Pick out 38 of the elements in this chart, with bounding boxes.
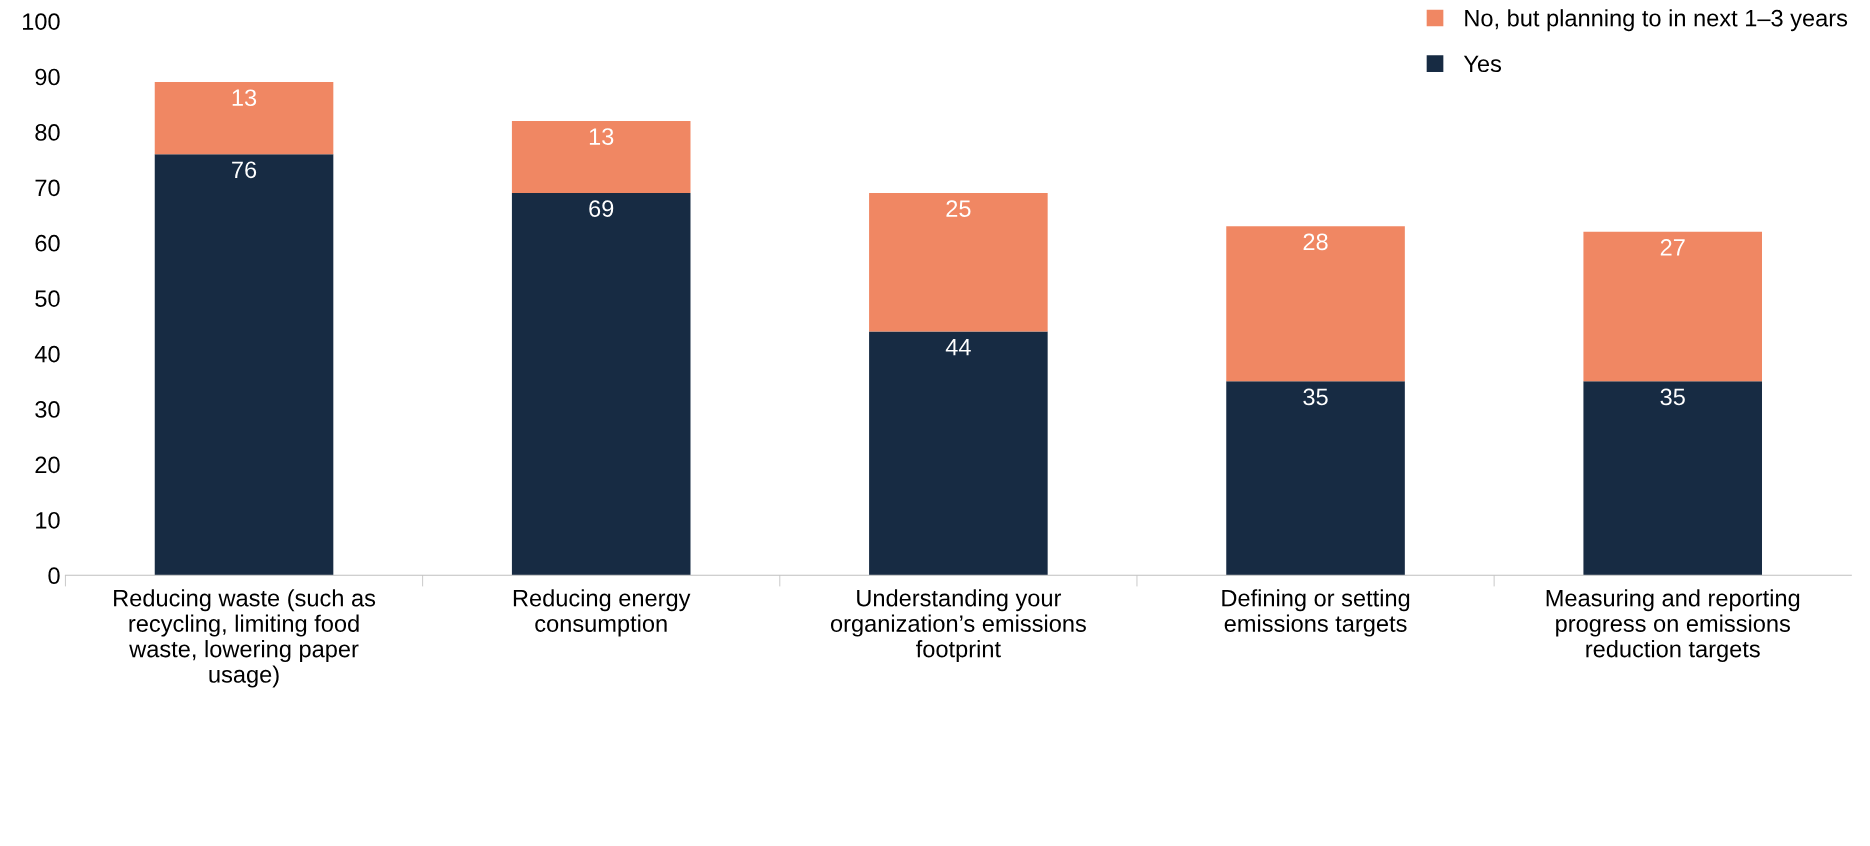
bar — [869, 192, 1048, 332]
bar — [154, 154, 334, 576]
data-label: 35 — [1660, 388, 1685, 406]
legend-label: Yes — [1463, 55, 1502, 73]
y-tick-label: 50 — [35, 290, 60, 307]
y-tick-label: 80 — [35, 124, 60, 141]
bar — [1583, 381, 1763, 576]
data-label: 35 — [1303, 388, 1328, 406]
y-tick-label: 70 — [35, 179, 60, 197]
legend-label: No, but planning to in next 1–3 years — [1465, 9, 1848, 32]
bar — [1226, 226, 1405, 382]
bar — [1226, 381, 1405, 576]
x-tick-label: Defining or setting emissions targets — [1222, 589, 1410, 637]
x-tick-label: Reducing energy consumption — [513, 589, 691, 637]
bar — [154, 82, 334, 155]
data-label: 13 — [232, 89, 257, 107]
y-tick-label: 90 — [35, 68, 60, 86]
data-label: 13 — [589, 128, 614, 145]
bar — [511, 192, 691, 576]
x-tick-label: Reducing waste (such as recycling, limiting food waste, lowering paper usage) — [114, 589, 376, 688]
y-tick-label: 10 — [36, 511, 60, 529]
bar — [869, 331, 1048, 576]
bar — [511, 120, 691, 193]
data-label: 76 — [232, 161, 257, 179]
data-label: 25 — [946, 200, 971, 217]
y-tick-label: 40 — [34, 345, 60, 363]
data-label: 69 — [589, 200, 614, 217]
y-tick-label: 20 — [35, 456, 60, 474]
x-tick-label: Understanding your organization’s emissions footprint — [830, 589, 1086, 663]
data-label: 28 — [1303, 233, 1328, 251]
bar — [1583, 231, 1763, 382]
data-label: 44 — [945, 338, 971, 356]
y-tick-label: 30 — [35, 401, 60, 418]
y-tick-label: 60 — [35, 234, 60, 252]
data-label: 27 — [1660, 238, 1685, 256]
y-tick-label: 100 — [23, 13, 60, 30]
y-tick-label: 0 — [48, 567, 60, 585]
x-tick-label: Measuring and reporting progress on emissions reduction targets — [1546, 589, 1800, 663]
